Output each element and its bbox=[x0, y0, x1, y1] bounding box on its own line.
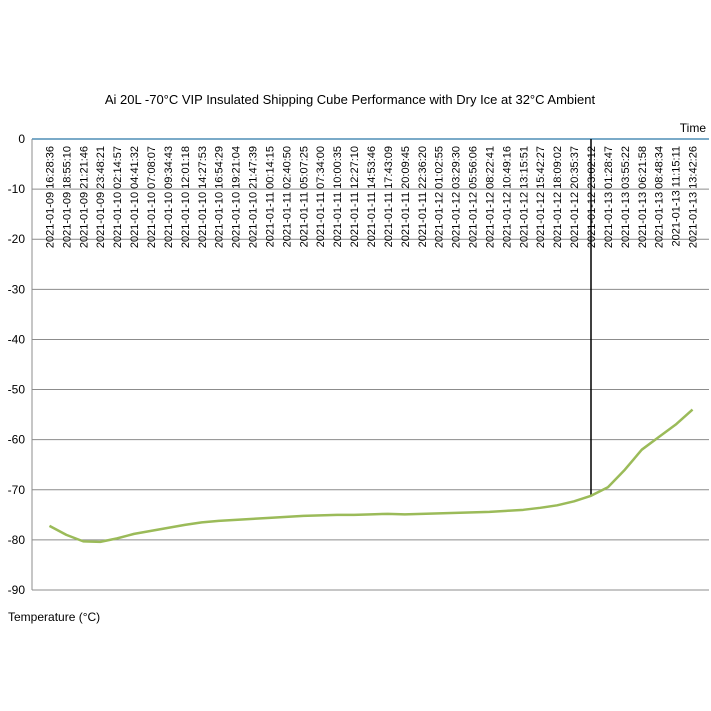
data-line bbox=[48, 408, 694, 544]
y-tick-label: -10 bbox=[8, 182, 26, 196]
x-tick-label: 2021-01-11 22:36:20 bbox=[417, 146, 429, 247]
x-tick-label: 2021-01-11 02:40:50 bbox=[281, 146, 293, 247]
y-tick-label: -60 bbox=[8, 433, 26, 447]
x-tick-label: 2021-01-10 09:34:43 bbox=[163, 146, 175, 248]
y-tick-label: -20 bbox=[8, 232, 26, 246]
x-tick-label: 2021-01-12 23:02:12 bbox=[586, 146, 598, 248]
x-tick-label: 2021-01-12 10:49:16 bbox=[501, 146, 513, 248]
x-tick-label: 2021-01-10 19:21:04 bbox=[231, 146, 243, 248]
y-tick-label: -70 bbox=[8, 483, 26, 497]
x-tick-label: 2021-01-10 12:01:18 bbox=[180, 146, 192, 248]
y-tick-label: 0 bbox=[18, 132, 25, 146]
x-tick-label: 2021-01-12 05:56:06 bbox=[468, 146, 480, 248]
y-tick-label: -50 bbox=[8, 383, 26, 397]
x-tick-label: 2021-01-12 08:22:41 bbox=[484, 146, 496, 248]
x-axis-label: Time bbox=[680, 121, 707, 135]
y-tick-label: -30 bbox=[8, 282, 26, 296]
x-tick-label: 2021-01-09 18:55:10 bbox=[61, 146, 73, 248]
x-tick-label: 2021-01-12 18:09:02 bbox=[552, 146, 564, 248]
x-tick-label: 2021-01-13 08:48:34 bbox=[654, 146, 666, 248]
x-tick-label: 2021-01-10 21:47:39 bbox=[248, 146, 260, 248]
x-tick-label: 2021-01-10 16:54:29 bbox=[214, 146, 226, 248]
x-tick-label: 2021-01-11 10:00:35 bbox=[332, 146, 344, 247]
x-tick-label: 2021-01-12 01:02:55 bbox=[434, 146, 446, 248]
x-tick-label: 2021-01-09 21:21:46 bbox=[78, 146, 90, 248]
x-tick-label: 2021-01-12 13:15:51 bbox=[518, 146, 530, 248]
x-tick-label: 2021-01-12 03:29:30 bbox=[451, 146, 463, 248]
x-tick-label: 2021-01-11 07:34:00 bbox=[315, 146, 327, 247]
x-tick-label: 2021-01-13 13:42:26 bbox=[688, 146, 700, 248]
x-tick-label: 2021-01-09 23:48:21 bbox=[95, 146, 107, 248]
x-tick-label: 2021-01-11 12:27:10 bbox=[349, 146, 361, 247]
x-tick-label: 2021-01-13 01:28:47 bbox=[603, 146, 615, 248]
x-tick-label: 2021-01-11 14:53:46 bbox=[366, 146, 378, 247]
y-axis-label: Temperature (°C) bbox=[8, 610, 100, 624]
x-tick-label: 2021-01-12 20:35:37 bbox=[569, 146, 581, 248]
x-tick-label: 2021-01-09 16:28:36 bbox=[44, 146, 56, 248]
x-tick-label: 2021-01-13 11:15:11 bbox=[671, 146, 683, 247]
x-tick-label: 2021-01-10 07:08:07 bbox=[146, 146, 158, 248]
x-tick-label: 2021-01-10 02:14:57 bbox=[112, 146, 124, 248]
x-tick-label: 2021-01-12 15:42:27 bbox=[535, 146, 547, 248]
x-tick-label: 2021-01-11 20:09:45 bbox=[400, 146, 412, 247]
y-tick-label: -80 bbox=[8, 533, 26, 547]
x-tick-label: 2021-01-11 05:07:25 bbox=[298, 146, 310, 247]
x-tick-label: 2021-01-13 03:55:22 bbox=[620, 146, 632, 248]
chart-title: Ai 20L -70°C VIP Insulated Shipping Cube… bbox=[105, 92, 596, 107]
x-tick-label: 2021-01-11 00:14:15 bbox=[264, 146, 276, 247]
x-tick-label: 2021-01-13 06:21:58 bbox=[637, 146, 649, 248]
x-tick-label: 2021-01-10 04:41:32 bbox=[129, 146, 141, 248]
x-tick-label: 2021-01-10 14:27:53 bbox=[197, 146, 209, 248]
x-tick-label: 2021-01-11 17:43:09 bbox=[383, 146, 395, 247]
y-tick-label: -90 bbox=[8, 583, 26, 597]
y-tick-label: -40 bbox=[8, 332, 26, 346]
